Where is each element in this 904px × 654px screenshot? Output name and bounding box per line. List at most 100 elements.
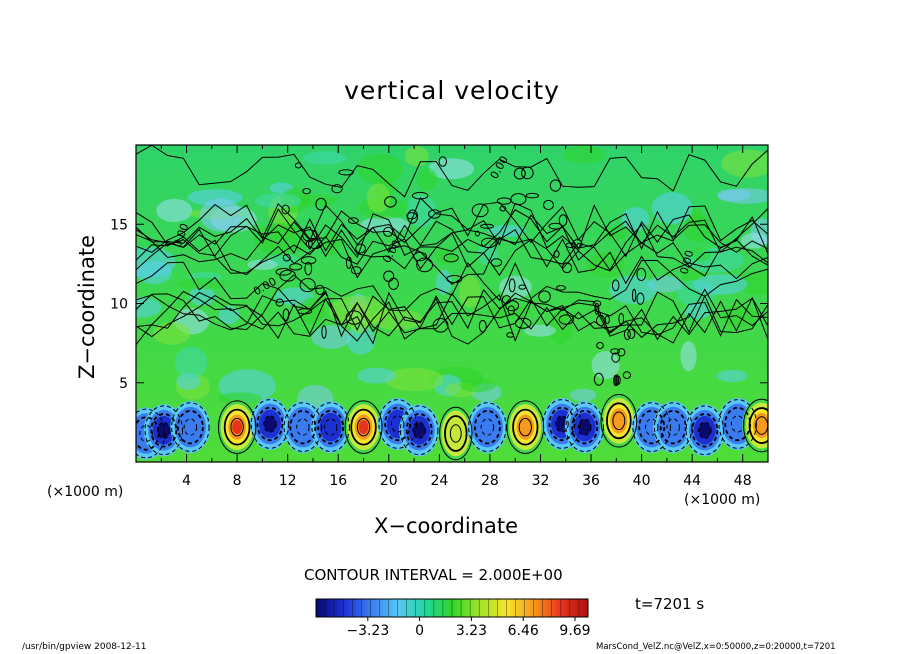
contour-line — [136, 291, 768, 340]
y-tick-label: 15 — [110, 217, 128, 233]
small-contour — [508, 278, 516, 293]
small-contour — [480, 237, 497, 249]
x-tick-label: 36 — [582, 473, 600, 489]
cell-contour — [378, 399, 417, 449]
velocity-cell — [684, 404, 725, 457]
cell-contour — [171, 402, 210, 453]
cell-contour — [638, 409, 666, 445]
contour-line — [136, 259, 768, 312]
velocity-cell — [742, 397, 768, 454]
small-contour — [300, 256, 317, 265]
small-contour — [525, 192, 540, 199]
cell-contour — [555, 415, 569, 433]
small-contour — [593, 372, 604, 386]
field-texture — [136, 145, 768, 413]
cell-layer — [441, 410, 470, 457]
cell-contour — [250, 399, 290, 449]
x-unit-label-right: (×1000 m) — [684, 492, 761, 508]
small-contour — [611, 279, 620, 292]
texture-blob — [218, 306, 240, 325]
cell-contour — [317, 409, 345, 445]
small-contour — [548, 222, 563, 230]
small-contour — [338, 169, 354, 176]
colorbar-tick-label: 0 — [415, 623, 424, 639]
cell-contour — [612, 411, 626, 431]
texture-blob — [156, 198, 193, 223]
small-contour — [281, 204, 290, 215]
cell-contour — [548, 406, 576, 442]
contour-line — [136, 145, 768, 198]
texture-blob — [384, 367, 444, 392]
cell-contour — [256, 406, 284, 442]
small-contour — [282, 253, 291, 262]
cell-layer — [319, 412, 342, 442]
texture-blob — [174, 346, 208, 379]
colorbar-tick-label: 3.23 — [456, 623, 487, 639]
cell-contour — [644, 418, 659, 436]
cell-layer — [232, 420, 243, 435]
small-contour — [383, 270, 395, 282]
small-contour — [596, 314, 606, 327]
small-contour — [407, 209, 419, 224]
small-contour — [289, 263, 303, 271]
small-contour — [302, 229, 318, 242]
cell-contour — [748, 407, 768, 444]
small-contour — [611, 352, 621, 363]
small-contour — [636, 267, 647, 282]
colorbar-tick-label: 6.46 — [508, 623, 539, 639]
texture-blob — [356, 367, 396, 384]
small-contour — [443, 253, 459, 263]
cell-layer — [698, 422, 711, 439]
cell-contour — [659, 409, 687, 445]
small-contour — [406, 212, 418, 220]
cell-layer — [578, 419, 591, 435]
cell-contour — [144, 405, 184, 456]
cell-contour — [444, 415, 468, 452]
chart-title: vertical velocity — [344, 76, 560, 105]
texture-blob — [716, 369, 748, 382]
y-tick-label: 5 — [119, 376, 128, 392]
velocity-cell — [249, 397, 290, 450]
small-contour — [331, 184, 343, 194]
x-unit-label-left: (×1000 m) — [47, 484, 124, 500]
small-contour — [543, 199, 554, 211]
contour-line — [136, 208, 768, 261]
cell-layer — [263, 416, 276, 432]
cell-contour — [666, 418, 680, 436]
small-contour — [282, 308, 290, 322]
x-tick-label: 44 — [683, 473, 701, 489]
cell-contour — [263, 415, 277, 433]
cell-contour — [565, 402, 604, 453]
small-contour — [632, 288, 637, 303]
cell-contour — [311, 402, 350, 453]
small-contour — [499, 205, 507, 212]
cell-contour — [542, 399, 582, 449]
cell-contour — [157, 421, 171, 439]
cell-contour — [449, 424, 462, 443]
y-tick-label: 10 — [110, 297, 128, 313]
cell-contour — [653, 402, 693, 453]
contour-line — [136, 201, 768, 258]
small-contour — [305, 239, 313, 248]
cell-contour — [412, 421, 426, 439]
small-contour — [505, 300, 520, 312]
small-contour — [521, 166, 534, 180]
contour-line — [136, 290, 768, 346]
x-tick-label: 12 — [279, 473, 297, 489]
cell-contour — [698, 421, 712, 439]
small-contour — [438, 156, 447, 167]
texture-blob — [176, 277, 226, 290]
texture-blob — [691, 247, 711, 262]
small-contour — [302, 188, 311, 195]
texture-blob — [435, 248, 457, 265]
small-contour — [636, 292, 645, 305]
velocity-cell — [343, 399, 384, 456]
small-contour — [384, 196, 397, 208]
cell-contour — [439, 406, 473, 461]
cell-contour — [571, 409, 599, 445]
small-contour — [555, 285, 566, 291]
cell-layer — [471, 406, 503, 448]
velocity-cell — [653, 401, 694, 454]
cell-contour — [691, 413, 719, 448]
